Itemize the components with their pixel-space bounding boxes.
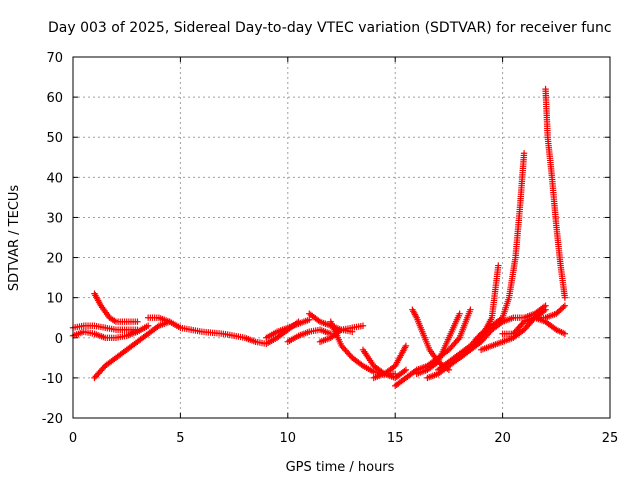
data-point: [134, 318, 141, 325]
data-point: [467, 306, 474, 313]
x-tick-label: 10: [280, 431, 297, 446]
data-point: [144, 322, 152, 329]
data-point: [402, 366, 410, 374]
y-tick-label: 30: [46, 211, 63, 226]
series-track-12: [370, 342, 410, 382]
data-point: [495, 262, 502, 269]
data-point: [561, 330, 569, 337]
y-tick-label: 50: [46, 131, 63, 146]
series-track-6: [263, 316, 313, 341]
data-point: [561, 302, 569, 309]
chart-title: Day 003 of 2025, Sidereal Day-to-day VTE…: [48, 20, 612, 36]
y-tick-label: 70: [46, 51, 63, 66]
y-tick-label: -10: [42, 372, 63, 387]
data-point: [456, 310, 463, 317]
data-point: [306, 316, 313, 323]
x-tick-label: 25: [602, 431, 619, 446]
data-point: [455, 336, 462, 343]
y-tick-label: 0: [55, 332, 63, 347]
y-tick-label: 20: [46, 252, 63, 267]
x-tick-label: 15: [387, 431, 404, 446]
y-tick-label: 40: [46, 171, 63, 186]
tick-labels: 0 5 10 15 20 25 -20 -10 0 10 20 30 40 50 60 70: [42, 51, 619, 446]
x-tick-label: 0: [69, 431, 77, 446]
y-tick-label: -20: [42, 412, 63, 427]
series-track-8: [284, 326, 334, 345]
data-point: [402, 342, 410, 349]
data-point: [561, 294, 569, 301]
y-tick-label: 10: [46, 292, 63, 307]
series-track-22: [531, 314, 569, 337]
data-point: [560, 303, 567, 311]
data-point: [359, 322, 367, 329]
data-point: [520, 150, 528, 157]
gridlines: [73, 57, 610, 418]
x-tick-label: 5: [176, 431, 184, 446]
axis-ticks: [72, 56, 611, 419]
series-track-4: [69, 322, 152, 341]
x-axis-title: GPS time / hours: [286, 460, 395, 475]
series-track-20: [499, 302, 569, 337]
series-track-2: [91, 290, 141, 325]
series-track-18: [456, 302, 549, 362]
x-tick-label: 20: [494, 431, 511, 446]
series-track-17: [434, 150, 528, 374]
series-track-21: [542, 85, 569, 301]
series-track-10: [327, 318, 399, 378]
series-track-15: [413, 310, 463, 378]
plot-frame: [72, 56, 611, 419]
y-tick-label: 60: [46, 91, 63, 106]
data-point: [542, 306, 549, 313]
y-axis-title: SDTVAR / TECUs: [7, 185, 22, 292]
data-points: [69, 85, 569, 390]
